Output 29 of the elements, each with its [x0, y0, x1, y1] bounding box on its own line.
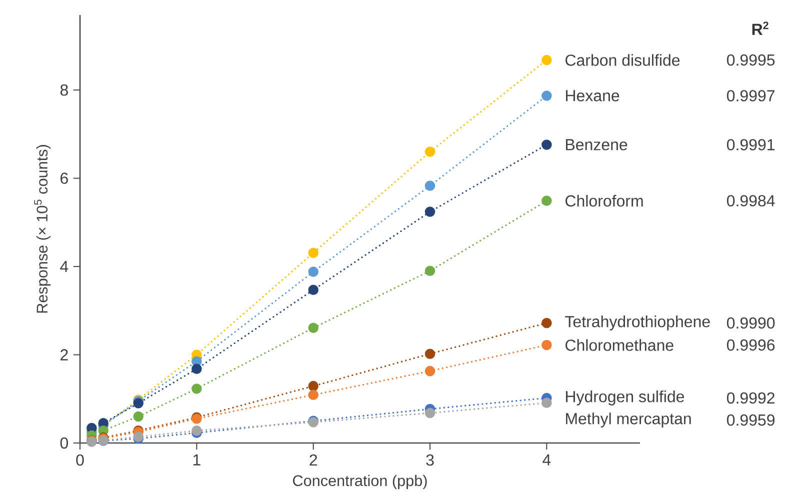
text: 0.9997	[726, 90, 774, 102]
x-axis-title: Concentration (ppb)	[293, 474, 427, 490]
x-tick-label: 3	[426, 454, 434, 466]
x-tick-label: 0	[76, 454, 84, 466]
series-label: Methyl mercaptan	[566, 412, 691, 428]
series-label: Hexane	[566, 90, 620, 102]
series-label: Benzene	[566, 139, 628, 150]
text: 0.9996	[726, 339, 775, 351]
y-tick-label: 8	[60, 84, 68, 96]
series-label: Carbon disulfide	[566, 54, 680, 66]
text: 0.9992	[726, 392, 774, 404]
text: 0.9984	[726, 195, 775, 206]
y-tick-label: 0	[60, 437, 68, 449]
series-label: Chloromethane	[566, 339, 674, 351]
text: 0.9990	[726, 317, 775, 329]
y-axis-title: Response (× 10$^{5}$ counts)	[34, 145, 51, 313]
series-label: Hydrogen sulfide	[566, 390, 684, 406]
y-tick-label: 6	[60, 172, 68, 184]
text: 0.9995	[726, 54, 775, 66]
y-tick-label: 4	[60, 261, 68, 272]
series-label: Tetrahydrothiophene	[565, 316, 710, 330]
text: R$^{2}$	[752, 22, 768, 35]
text: 0.9991	[726, 139, 774, 150]
y-tick-label: 2	[60, 349, 68, 360]
series-label: Chloroform	[566, 194, 643, 207]
text: 0.9959	[726, 414, 775, 426]
x-tick-label: 4	[542, 454, 551, 466]
x-tick-label: 1	[193, 454, 200, 466]
x-tick-label: 2	[310, 454, 317, 466]
